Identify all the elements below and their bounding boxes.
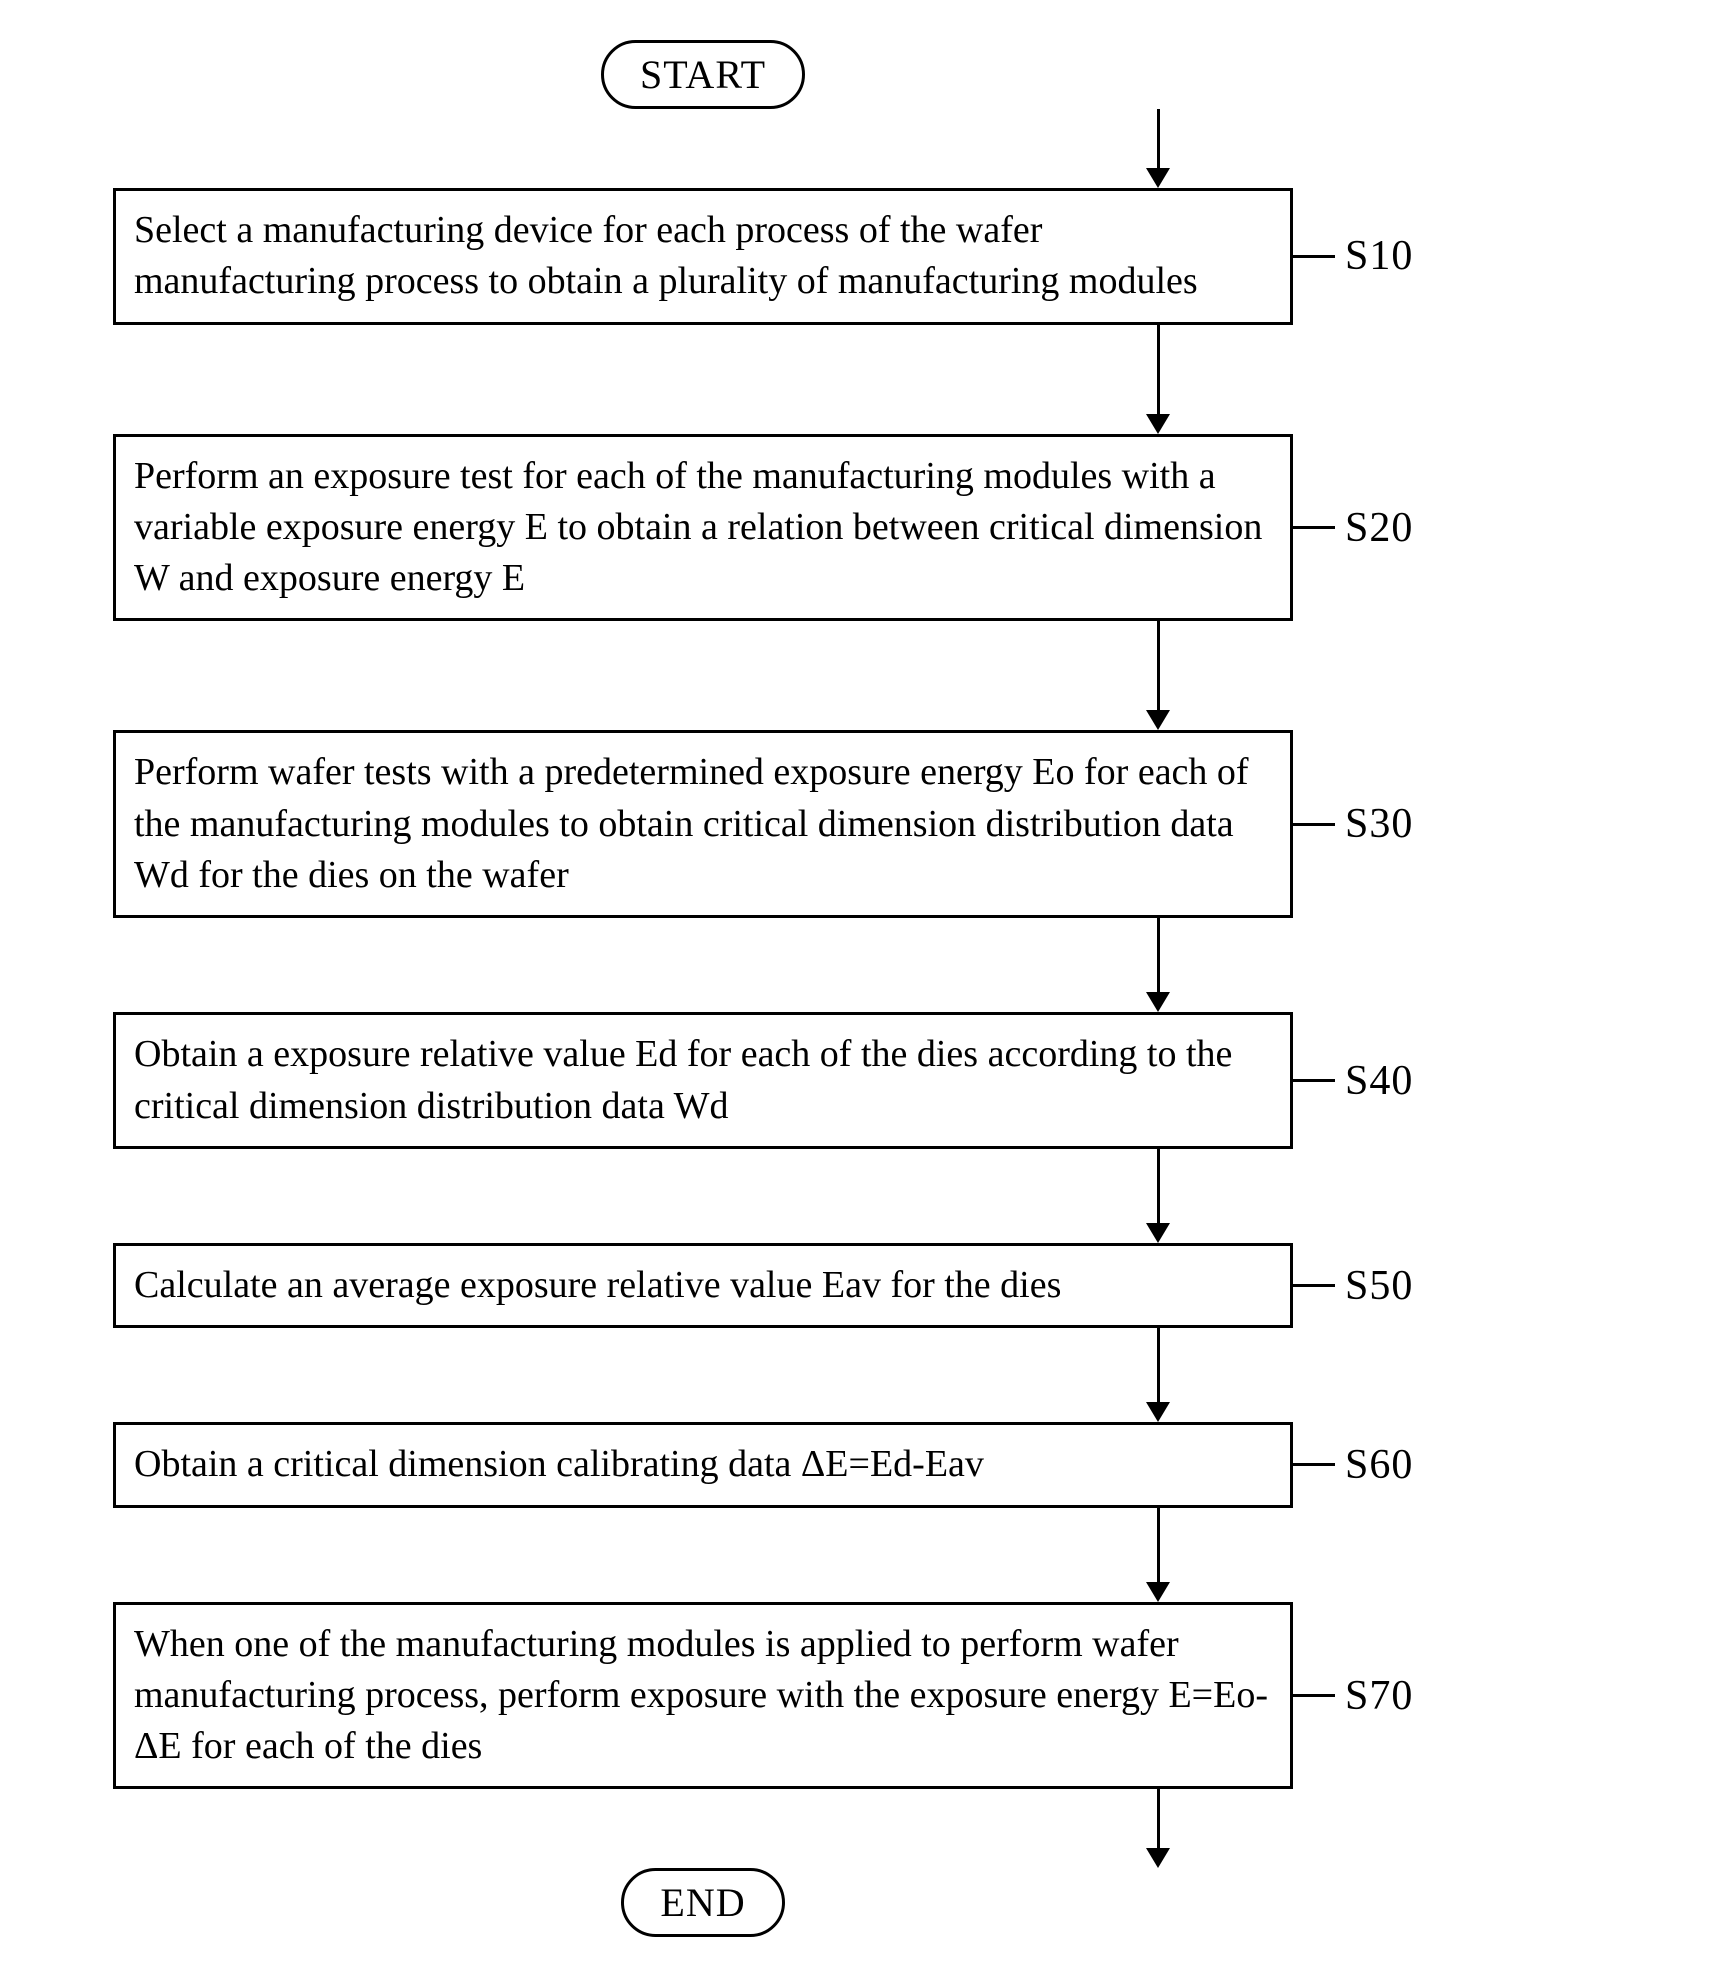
flowchart-container: START Select a manufacturing device for …	[113, 40, 1613, 1937]
step-box-s70: When one of the manufacturing modules is…	[113, 1602, 1293, 1790]
arrow-shaft	[1157, 325, 1160, 415]
connector-s50: S50	[1293, 1262, 1613, 1310]
step-label-s50: S50	[1345, 1262, 1413, 1310]
arrow-s60-s70	[703, 1508, 1613, 1602]
step-row-s60: Obtain a critical dimension calibrating …	[113, 1422, 1613, 1507]
arrow-shaft	[1157, 1508, 1160, 1583]
end-row: END	[113, 1868, 1613, 1937]
arrow-head-icon	[1146, 1402, 1170, 1422]
step-label-s30: S30	[1345, 800, 1413, 848]
h-line	[1293, 1463, 1335, 1466]
step-row-s50: Calculate an average exposure relative v…	[113, 1243, 1613, 1328]
h-line	[1293, 823, 1335, 826]
arrow-s50-s60	[703, 1328, 1613, 1422]
end-terminator: END	[621, 1868, 784, 1937]
step-row-s30: Perform wafer tests with a predetermined…	[113, 730, 1613, 918]
step-label-s10: S10	[1345, 232, 1413, 280]
arrow-s40-s50	[703, 1149, 1613, 1243]
h-line	[1293, 1694, 1335, 1697]
end-wrap: END	[113, 1868, 1293, 1937]
arrow-s70-end	[703, 1789, 1613, 1868]
arrow-shaft	[1157, 1328, 1160, 1403]
step-label-s60: S60	[1345, 1441, 1413, 1489]
h-line	[1293, 255, 1335, 258]
start-terminator: START	[601, 40, 805, 109]
step-box-s60: Obtain a critical dimension calibrating …	[113, 1422, 1293, 1507]
step-row-s10: Select a manufacturing device for each p…	[113, 188, 1613, 325]
step-box-s10: Select a manufacturing device for each p…	[113, 188, 1293, 325]
connector-s10: S10	[1293, 232, 1613, 280]
arrow-shaft	[1157, 109, 1160, 169]
arrow-head-icon	[1146, 710, 1170, 730]
arrow-s30-s40	[703, 918, 1613, 1012]
start-wrap: START	[113, 40, 1293, 109]
arrow-s20-s30	[703, 621, 1613, 730]
arrow-shaft	[1157, 918, 1160, 993]
arrow-head-icon	[1146, 1582, 1170, 1602]
arrow-start-s10	[703, 109, 1613, 188]
step-row-s70: When one of the manufacturing modules is…	[113, 1602, 1613, 1790]
connector-s70: S70	[1293, 1672, 1613, 1720]
connector-s20: S20	[1293, 504, 1613, 552]
step-row-s40: Obtain a exposure relative value Ed for …	[113, 1012, 1613, 1149]
h-line	[1293, 1284, 1335, 1287]
arrow-head-icon	[1146, 1223, 1170, 1243]
connector-s30: S30	[1293, 800, 1613, 848]
step-box-s40: Obtain a exposure relative value Ed for …	[113, 1012, 1293, 1149]
arrow-head-icon	[1146, 414, 1170, 434]
step-box-s50: Calculate an average exposure relative v…	[113, 1243, 1293, 1328]
h-line	[1293, 526, 1335, 529]
arrow-head-icon	[1146, 992, 1170, 1012]
step-label-s20: S20	[1345, 504, 1413, 552]
arrow-head-icon	[1146, 168, 1170, 188]
step-row-s20: Perform an exposure test for each of the…	[113, 434, 1613, 622]
arrow-shaft	[1157, 1789, 1160, 1849]
arrow-shaft	[1157, 621, 1160, 711]
h-line	[1293, 1079, 1335, 1082]
step-label-s40: S40	[1345, 1057, 1413, 1105]
arrow-shaft	[1157, 1149, 1160, 1224]
step-label-s70: S70	[1345, 1672, 1413, 1720]
step-box-s30: Perform wafer tests with a predetermined…	[113, 730, 1293, 918]
start-row: START	[113, 40, 1613, 109]
step-box-s20: Perform an exposure test for each of the…	[113, 434, 1293, 622]
connector-s40: S40	[1293, 1057, 1613, 1105]
arrow-s10-s20	[703, 325, 1613, 434]
arrow-head-icon	[1146, 1848, 1170, 1868]
connector-s60: S60	[1293, 1441, 1613, 1489]
